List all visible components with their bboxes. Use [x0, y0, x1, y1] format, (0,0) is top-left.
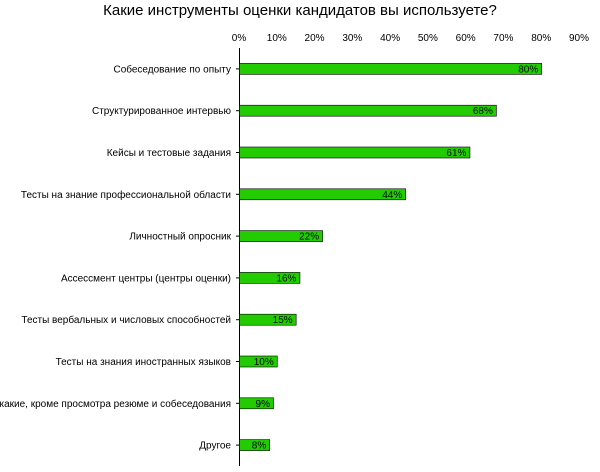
category-label: Кейсы и тестовые задания [107, 148, 231, 159]
bar [239, 146, 471, 159]
data-label: 9% [256, 399, 271, 410]
data-label: 80% [518, 64, 538, 75]
chart-title: Какие инструменты оценки кандидатов вы и… [103, 2, 497, 19]
x-tick-label: 50% [418, 33, 438, 44]
bar [239, 63, 543, 75]
x-tick-label: 70% [493, 33, 513, 44]
category-label: Личностный опросник [129, 232, 231, 243]
x-tick-label: 90% [569, 33, 589, 44]
bar [239, 397, 274, 410]
category-label: Никакие, кроме просмотра резюме и собесе… [0, 398, 231, 410]
bar [239, 313, 297, 326]
x-tick-label: 10% [267, 33, 287, 44]
data-label: 44% [382, 190, 402, 201]
category-label: Тесты на знания иностранных языков [56, 357, 231, 368]
x-tick-label: 20% [305, 33, 325, 44]
bar [239, 230, 323, 242]
x-tick-label: 60% [456, 33, 476, 44]
bar [239, 439, 271, 451]
x-tick-label: 80% [531, 33, 551, 44]
bar [239, 272, 301, 284]
category-label: Собеседование по опыту [113, 63, 231, 75]
bar [239, 355, 278, 368]
x-tick-label: 40% [380, 33, 400, 44]
data-label: 10% [254, 357, 274, 368]
category-label: Ассессмент центры (центры оценки) [61, 273, 231, 284]
bar [239, 188, 407, 201]
category-label: Тесты вербальных и числовых способностей [21, 314, 231, 326]
bar [239, 104, 497, 117]
x-tick-label: 0% [232, 33, 247, 44]
category-label: Структурированное интервью [92, 106, 232, 117]
data-label: 16% [276, 273, 296, 284]
x-tick-label: 30% [342, 33, 362, 44]
data-label: 22% [299, 232, 319, 243]
data-label: 8% [252, 441, 267, 452]
category-label: Тесты на знание профессиональной области [21, 189, 231, 201]
data-label: 61% [446, 148, 466, 159]
data-label: 68% [473, 106, 493, 117]
category-label: Другое [199, 441, 231, 452]
data-label: 15% [273, 315, 293, 326]
